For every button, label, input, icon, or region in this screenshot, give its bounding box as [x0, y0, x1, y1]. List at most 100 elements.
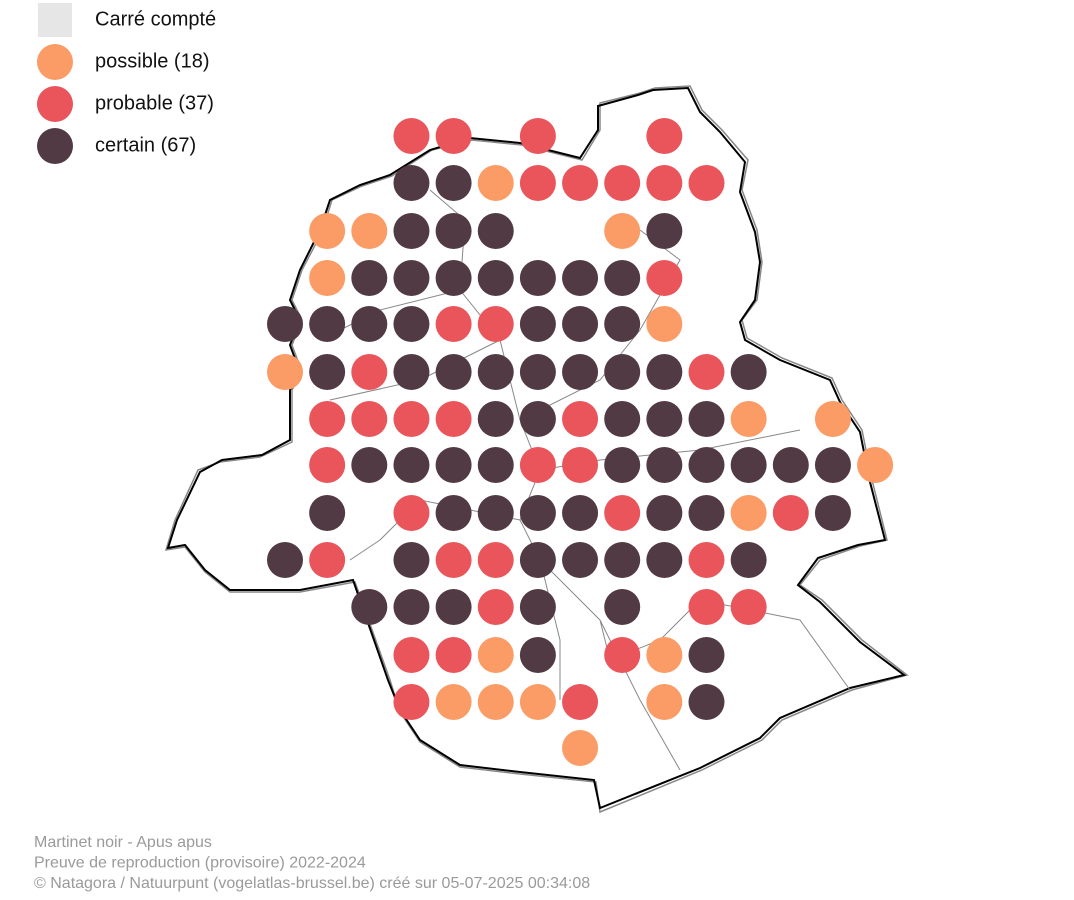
atlas-square: [435, 260, 472, 296]
atlas-square: [435, 354, 472, 390]
atlas-square: [435, 495, 472, 531]
caption-line: © Natagora / Natuurpunt (vogelatlas-brus…: [34, 875, 590, 892]
atlas-square: [646, 684, 683, 720]
atlas-square: [519, 589, 556, 625]
legend-swatch: [38, 3, 72, 37]
legend-swatch: [37, 128, 73, 164]
atlas-square: [309, 495, 346, 531]
atlas-square: [646, 213, 683, 249]
atlas-square: [730, 447, 767, 483]
atlas-square: [519, 684, 556, 720]
atlas-square: [435, 589, 472, 625]
atlas-square: [519, 165, 556, 201]
atlas-square: [351, 401, 388, 437]
atlas-square: [393, 447, 430, 483]
atlas-square: [435, 684, 472, 720]
atlas-square: [351, 213, 388, 249]
atlas-square: [267, 306, 303, 342]
atlas-square: [519, 495, 556, 531]
atlas-square: [604, 637, 641, 673]
atlas-square: [393, 213, 430, 249]
atlas-square: [814, 447, 851, 483]
atlas-square: [730, 542, 767, 578]
atlas-square: [477, 401, 514, 437]
atlas-square: [435, 165, 472, 201]
atlas-square: [393, 542, 430, 578]
atlas-square: [772, 495, 809, 531]
atlas-square: [309, 260, 346, 296]
atlas-square: [562, 730, 599, 766]
atlas-square: [814, 495, 851, 531]
region-boundary: [166, 86, 907, 810]
atlas-square: [519, 354, 556, 390]
atlas-square: [688, 684, 725, 720]
atlas-square: [435, 306, 472, 342]
atlas-square: [646, 401, 683, 437]
atlas-square: [688, 165, 725, 201]
legend-label: certain (67): [95, 134, 196, 156]
atlas-square: [351, 447, 388, 483]
atlas-square: [435, 118, 472, 154]
atlas-square: [730, 589, 767, 625]
atlas-square: [562, 306, 599, 342]
atlas-square: [351, 589, 388, 625]
atlas-square: [309, 401, 346, 437]
atlas-square: [646, 495, 683, 531]
atlas-square: [309, 354, 346, 390]
atlas-square: [688, 637, 725, 673]
atlas-square: [477, 589, 514, 625]
atlas-square: [688, 495, 725, 531]
legend-swatch: [37, 86, 73, 122]
atlas-square: [393, 401, 430, 437]
atlas-square: [814, 401, 851, 437]
atlas-square: [393, 589, 430, 625]
atlas-square: [393, 354, 430, 390]
atlas-square: [604, 165, 641, 201]
atlas-square: [604, 260, 641, 296]
atlas-square: [772, 447, 809, 483]
atlas-square: [604, 213, 641, 249]
atlas-square: [562, 542, 599, 578]
atlas-square: [393, 684, 430, 720]
atlas-square: [730, 495, 767, 531]
atlas-square: [477, 637, 514, 673]
atlas-square: [646, 306, 683, 342]
atlas-square: [309, 306, 346, 342]
atlas-square: [519, 306, 556, 342]
atlas-square: [477, 306, 514, 342]
legend-label: probable (37): [95, 92, 214, 114]
atlas-square: [730, 354, 767, 390]
atlas-square: [393, 118, 430, 154]
atlas-square: [688, 401, 725, 437]
atlas-square: [435, 213, 472, 249]
atlas-square: [393, 165, 430, 201]
atlas-square: [435, 637, 472, 673]
atlas-square: [519, 542, 556, 578]
atlas-square: [646, 260, 683, 296]
atlas-square: [435, 401, 472, 437]
atlas-square: [688, 542, 725, 578]
atlas-square: [519, 118, 556, 154]
atlas-square: [562, 260, 599, 296]
atlas-square: [646, 447, 683, 483]
atlas-square: [519, 260, 556, 296]
atlas-square: [646, 542, 683, 578]
atlas-square: [646, 637, 683, 673]
legend-label: Carré compté: [95, 8, 216, 30]
atlas-square: [646, 165, 683, 201]
atlas-square: [477, 213, 514, 249]
atlas-square: [519, 447, 556, 483]
atlas-square: [562, 447, 599, 483]
atlas-square: [730, 401, 767, 437]
atlas-square: [688, 589, 725, 625]
atlas-square: [604, 401, 641, 437]
atlas-square: [393, 495, 430, 531]
atlas-square: [562, 495, 599, 531]
legend-swatch: [37, 44, 73, 80]
atlas-square: [477, 542, 514, 578]
legend-label: possible (18): [95, 50, 210, 72]
atlas-square: [351, 306, 388, 342]
atlas-square: [477, 495, 514, 531]
atlas-square: [604, 447, 641, 483]
